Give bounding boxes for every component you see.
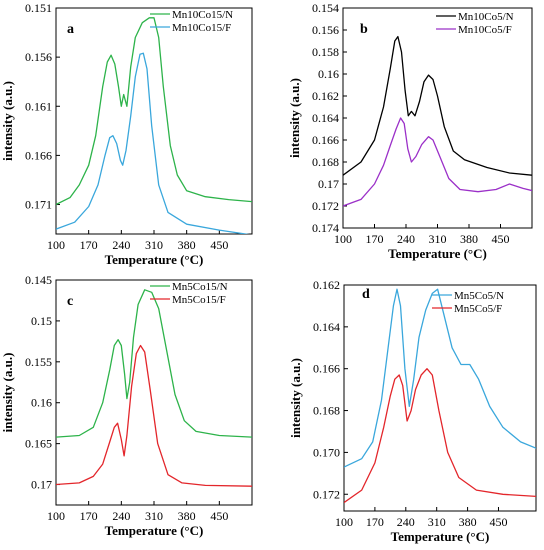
- y-tick-label: 0.171: [25, 198, 52, 212]
- x-tick-label: 100: [334, 232, 352, 246]
- x-tick-label: 240: [397, 232, 415, 246]
- y-axis-label: intensity (a.u.): [287, 78, 302, 158]
- y-tick-label: 0.162: [312, 89, 339, 103]
- y-tick-label: 0.156: [25, 50, 52, 64]
- series-line-mn5co5-f: [344, 368, 536, 504]
- series-line-mn5co15-f: [56, 344, 252, 487]
- y-tick-label: 0.17: [318, 177, 339, 191]
- panel-letter: d: [362, 287, 370, 302]
- y-tick-label: 0.165: [25, 437, 52, 451]
- x-tick-label: 100: [47, 238, 65, 252]
- x-tick-label: 450: [492, 232, 510, 246]
- x-tick-label: 310: [145, 509, 163, 523]
- x-axis-label: Temperature (°C): [105, 523, 204, 538]
- legend-entry: Mn10Co15/F: [172, 22, 231, 34]
- series-line-mn5co15-n: [56, 289, 252, 438]
- x-tick-label: 170: [366, 515, 384, 529]
- series-line-mn10co5-n: [343, 35, 532, 176]
- y-tick-label: 0.16: [318, 67, 339, 81]
- x-tick-label: 310: [145, 238, 163, 252]
- series-line-mn5co5-n: [344, 288, 536, 468]
- y-tick-label: 0.170: [313, 445, 340, 459]
- x-tick-label: 170: [80, 509, 98, 523]
- x-tick-label: 310: [429, 232, 447, 246]
- y-tick-label: 0.166: [25, 148, 52, 162]
- plot-frame-c: [55, 279, 253, 506]
- series-line-mn10co15-f: [56, 52, 250, 234]
- y-tick-label: 0.166: [313, 362, 340, 376]
- plot-frame-d: [343, 284, 537, 512]
- legend-entry: Mn10Co5/N: [458, 11, 514, 23]
- y-tick-label: 0.164: [312, 111, 339, 125]
- legend-entry: Mn5Co15/N: [172, 281, 228, 293]
- x-tick-label: 170: [366, 232, 384, 246]
- y-tick-label: 0.172: [312, 199, 339, 213]
- legend-entry: Mn10Co5/F: [458, 24, 512, 36]
- chart-panel-b: 100 170 240 310 380 450 0.154 0.156 0.158 0.16 0.1…: [287, 1, 533, 261]
- x-tick-label: 380: [459, 515, 477, 529]
- y-tick-label: 0.15: [31, 314, 52, 328]
- legend-entry: Mn5Co5/N: [454, 290, 504, 302]
- y-axis-label: intensity (a.u.): [288, 358, 303, 438]
- y-tick-label: 0.158: [312, 45, 339, 59]
- x-tick-label: 100: [47, 509, 65, 523]
- x-axis-label: Temperature (°C): [391, 529, 490, 544]
- y-tick-label: 0.166: [312, 133, 339, 147]
- x-tick-label: 450: [489, 515, 507, 529]
- x-axis-label: Temperature (°C): [388, 246, 487, 261]
- y-tick-label: 0.17: [31, 478, 52, 492]
- y-tick-label: 0.168: [313, 404, 340, 418]
- x-tick-label: 380: [178, 509, 196, 523]
- y-tick-label: 0.155: [25, 355, 52, 369]
- panel-letter: b: [360, 22, 368, 37]
- y-axis-label: intensity (a.u.): [0, 81, 15, 161]
- series-line-mn10co15-n: [56, 17, 252, 206]
- x-tick-label: 380: [178, 238, 196, 252]
- y-tick-label: 0.16: [31, 396, 52, 410]
- y-tick-label: 0.174: [312, 221, 339, 235]
- x-tick-label: 170: [80, 238, 98, 252]
- y-tick-label: 0.145: [25, 273, 52, 287]
- y-axis-label: intensity (a.u.): [0, 353, 15, 433]
- x-tick-label: 240: [112, 509, 130, 523]
- x-tick-label: 380: [460, 232, 478, 246]
- chart-panel-d: 100 170 240 310 380 450 0.162 0.164 0.166 0.168 0.…: [288, 278, 537, 544]
- series-line-mn10co5-f: [343, 117, 532, 207]
- y-tick-label: 0.161: [25, 99, 52, 113]
- x-axis-label: Temperature (°C): [105, 252, 204, 267]
- y-tick-label: 0.151: [25, 1, 52, 15]
- x-tick-label: 100: [335, 515, 353, 529]
- plot-frame-a: [55, 7, 253, 235]
- y-tick-label: 0.156: [312, 23, 339, 37]
- y-tick-label: 0.154: [312, 1, 339, 15]
- chart-panel-c: 100 170 240 310 380 450 0.145 0.15 0.155 0.16 0.16…: [0, 273, 253, 538]
- x-tick-label: 310: [428, 515, 446, 529]
- chart-panel-a: 100 170 240 310 380 450 0.151 0.156 0.161 0.166 0.…: [0, 1, 253, 267]
- x-tick-label: 240: [397, 515, 415, 529]
- y-tick-label: 0.168: [312, 155, 339, 169]
- y-tick-label: 0.172: [313, 487, 340, 501]
- legend-entry: Mn5Co15/F: [172, 294, 226, 306]
- legend-entry: Mn10Co15/N: [172, 9, 233, 21]
- panel-letter: c: [67, 294, 73, 309]
- panel-letter: a: [67, 22, 74, 37]
- plot-frame-b: [342, 7, 533, 229]
- legend-entry: Mn5Co5/F: [454, 303, 502, 315]
- x-tick-label: 450: [210, 238, 228, 252]
- x-tick-label: 450: [210, 509, 228, 523]
- y-tick-label: 0.164: [313, 320, 340, 334]
- y-tick-label: 0.162: [313, 278, 340, 292]
- x-tick-label: 240: [112, 238, 130, 252]
